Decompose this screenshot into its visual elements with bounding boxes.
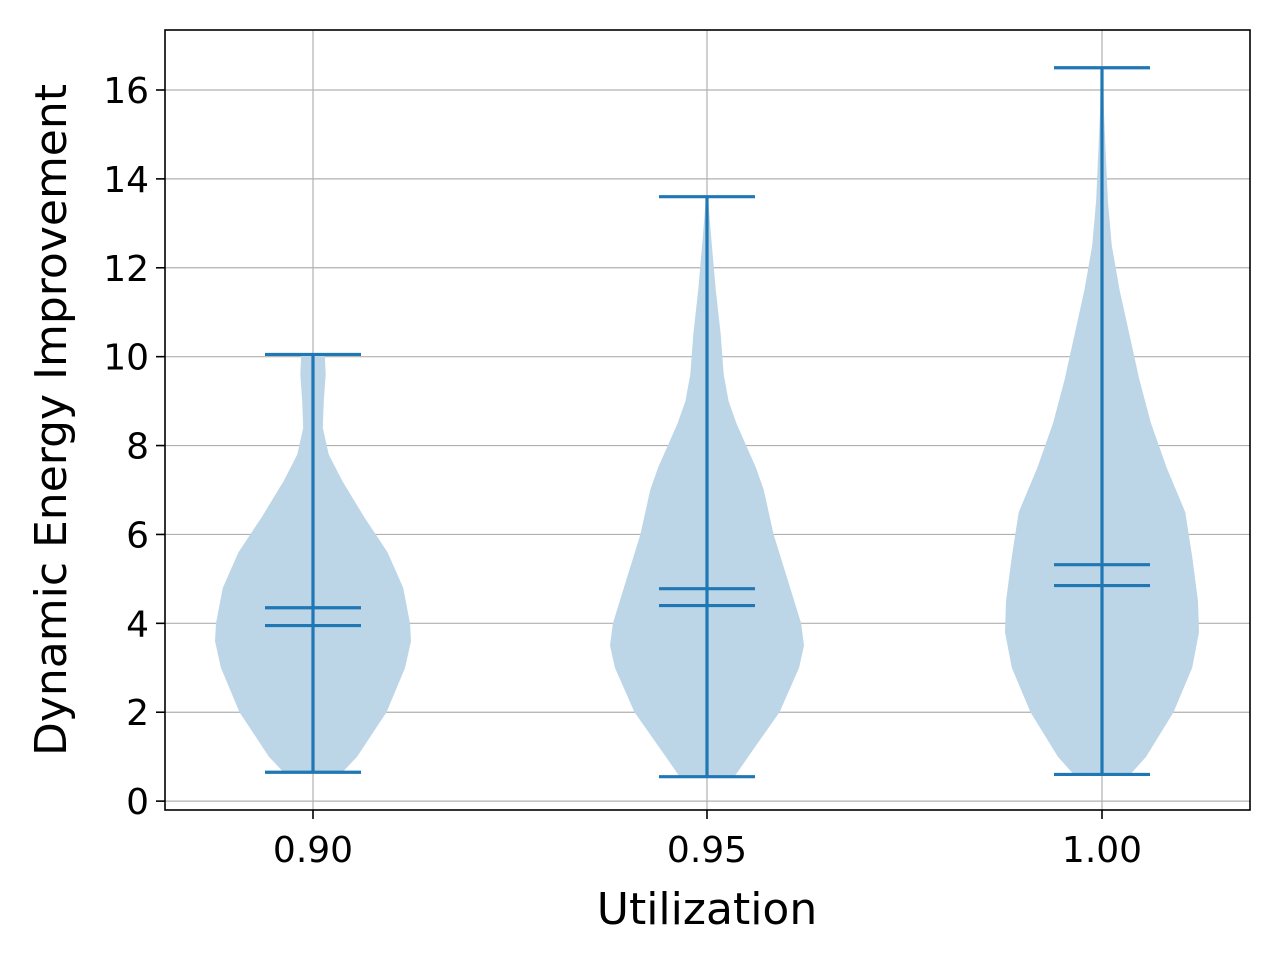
- violin-group: [1005, 66, 1199, 777]
- y-tick-label: 0: [126, 782, 149, 823]
- y-tick-label: 16: [103, 71, 149, 112]
- violin-group: [215, 352, 411, 774]
- x-tick-label: 0.90: [273, 830, 353, 871]
- y-tick-label: 2: [126, 693, 149, 734]
- x-axis-label: Utilization: [597, 884, 817, 935]
- violins: [215, 66, 1199, 779]
- y-tick-label: 14: [103, 160, 149, 201]
- y-tick-label: 12: [103, 249, 149, 290]
- x-tick-label: 0.95: [667, 830, 747, 871]
- y-tick-label: 10: [103, 338, 149, 379]
- y-tick-label: 6: [126, 515, 149, 556]
- x-tick-label: 1.00: [1062, 830, 1142, 871]
- y-tick-label: 8: [126, 427, 149, 468]
- axis-ticks: 0 2 4 6 8 10 12 14 16 0.90 0.95 1.00: [103, 71, 1142, 871]
- violin-group: [610, 195, 804, 779]
- y-axis-label: Dynamic Energy Improvement: [26, 84, 77, 756]
- y-tick-label: 4: [126, 604, 149, 645]
